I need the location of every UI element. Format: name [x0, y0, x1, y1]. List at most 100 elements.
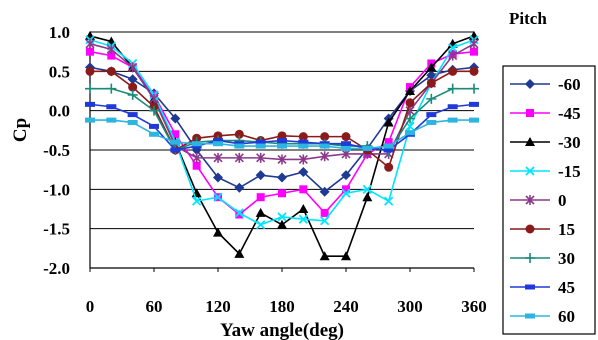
data-point	[170, 147, 181, 153]
data-point	[426, 112, 437, 118]
legend-label: -15	[558, 162, 581, 181]
data-point	[277, 143, 287, 149]
data-point	[319, 186, 330, 197]
data-point	[106, 83, 117, 94]
data-point	[320, 132, 330, 142]
data-point	[447, 117, 458, 123]
data-point	[383, 143, 394, 149]
data-point	[170, 113, 181, 124]
data-point	[426, 62, 437, 72]
data-point	[405, 113, 415, 124]
plot-area	[85, 30, 479, 261]
data-point	[213, 141, 223, 147]
data-point	[234, 129, 244, 139]
data-point	[298, 132, 308, 142]
data-point	[362, 184, 372, 194]
data-point	[299, 185, 308, 194]
data-point	[86, 47, 94, 56]
series-8	[85, 117, 479, 151]
data-point	[448, 66, 458, 76]
data-point	[213, 172, 223, 183]
y-tick-label: 0.5	[49, 62, 70, 81]
legend-item: 30	[510, 249, 575, 268]
data-point	[319, 143, 330, 149]
data-point	[298, 204, 309, 213]
data-point	[383, 147, 394, 153]
data-point	[256, 152, 266, 163]
data-point	[234, 248, 245, 258]
data-point	[448, 50, 458, 61]
data-point	[469, 38, 479, 49]
legend-label: 60	[558, 307, 575, 326]
x-tick-label: 180	[269, 297, 295, 316]
data-point	[298, 214, 308, 224]
data-point	[277, 154, 287, 165]
data-point	[192, 196, 202, 206]
data-point	[106, 117, 117, 123]
legend-item: 45	[510, 278, 575, 297]
data-point	[149, 123, 159, 129]
data-point	[277, 212, 287, 222]
data-point	[85, 83, 95, 94]
data-point	[320, 151, 330, 162]
legend-marker	[525, 79, 535, 89]
x-tick-label: 360	[461, 297, 487, 316]
legend-label: -30	[558, 133, 581, 152]
data-point	[342, 185, 350, 194]
data-point	[213, 192, 223, 202]
data-point	[128, 82, 138, 92]
data-point	[277, 172, 287, 183]
legend-label: 15	[558, 220, 575, 239]
data-point	[277, 219, 287, 229]
data-point	[341, 251, 351, 261]
tick-labels: 1.0 0.5 0.0 -0.5 -1.0 -1.5 -2.0 0 60 120 180 240 300…	[43, 23, 487, 316]
y-tick-label: -1.0	[43, 180, 70, 199]
data-point	[235, 210, 244, 219]
legend-item: 0	[510, 191, 567, 210]
legend-label: 30	[558, 249, 575, 268]
data-point	[213, 152, 223, 163]
data-point	[341, 132, 351, 142]
data-point	[128, 62, 138, 73]
data-point	[127, 112, 138, 118]
data-point	[405, 130, 415, 136]
legend-label: -45	[558, 104, 581, 123]
data-point	[85, 101, 95, 107]
x-tick-label: 0	[86, 297, 95, 316]
axes	[89, 32, 475, 272]
data-point	[384, 138, 393, 147]
grid	[90, 31, 474, 269]
data-point	[107, 51, 116, 60]
legend-item: -15	[510, 162, 581, 181]
legend-title: Pitch	[509, 9, 547, 28]
y-tick-label: -1.5	[43, 220, 70, 239]
data-point	[278, 189, 286, 198]
legend-marker	[525, 224, 535, 234]
data-point	[298, 154, 308, 165]
data-point	[470, 47, 478, 56]
data-point	[384, 196, 394, 206]
data-point	[469, 66, 479, 76]
data-point	[362, 145, 373, 151]
data-point	[149, 105, 159, 116]
data-point	[234, 208, 244, 218]
data-point	[469, 83, 479, 94]
data-point	[384, 162, 394, 172]
legend-item: -30	[510, 133, 581, 152]
data-point	[341, 188, 351, 198]
data-point	[341, 141, 351, 147]
data-point	[469, 101, 479, 107]
data-point	[426, 93, 437, 104]
legend: -60 -45 -30 -15 0 15 30 45 60	[502, 65, 596, 335]
data-point	[255, 139, 266, 145]
data-point	[255, 207, 266, 217]
data-point	[405, 98, 415, 108]
data-point	[127, 119, 138, 125]
y-tick-label: -2.0	[43, 259, 70, 278]
y-tick-label: 0.0	[49, 102, 70, 121]
data-point	[106, 66, 116, 76]
data-point	[447, 83, 458, 94]
legend-label: 0	[558, 191, 567, 210]
legend-item: 15	[510, 220, 575, 239]
data-point	[341, 170, 351, 181]
